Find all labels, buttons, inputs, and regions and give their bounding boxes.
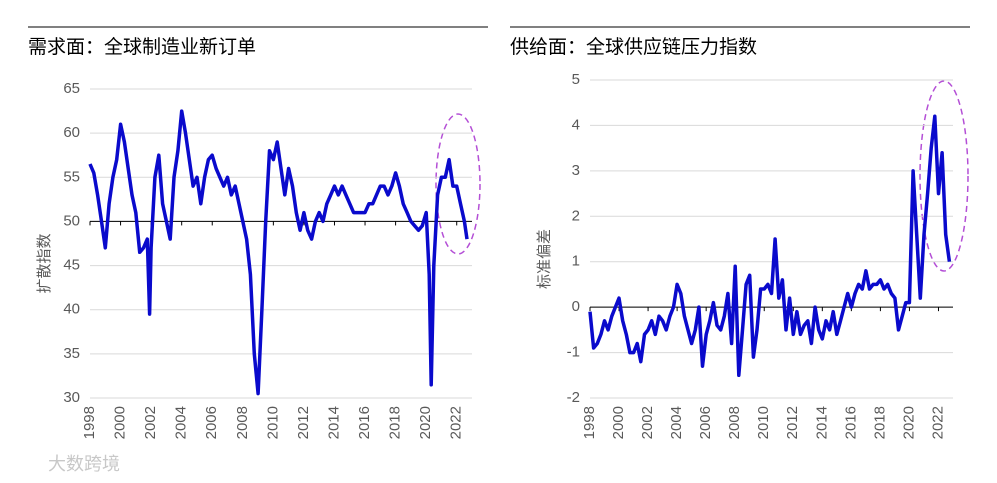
highlight-ellipse [435,113,481,255]
x-tick-label: 2014 [813,406,830,439]
x-tick-label: 2012 [295,406,312,439]
watermark: 大数跨境 [48,454,120,474]
x-tick-label: 2006 [697,406,714,439]
y-tick-label: -2 [567,389,580,406]
y-tick-label: 40 [63,301,80,318]
x-tick-label: 2012 [784,406,801,439]
x-tick-label: 2020 [417,406,434,439]
y-tick-label: 30 [63,389,80,406]
x-tick-label: 2000 [610,406,627,439]
x-tick-label: 2016 [842,406,859,439]
y-tick-label: 65 [63,80,80,97]
y-tick-label: 60 [63,124,80,141]
x-tick-label: 2010 [755,406,772,439]
y-tick-label: 55 [63,168,80,185]
y-axis-label: 标准偏差 [536,229,553,289]
y-tick-label: 4 [572,116,580,133]
x-tick-label: 2006 [203,406,220,439]
x-tick-label: 2010 [264,406,281,439]
y-tick-label: 3 [572,162,580,179]
chart-title: 需求面：全球制造业新订单 [28,36,256,58]
y-tick-label: 1 [572,253,580,270]
y-tick-label: 0 [572,298,580,315]
x-tick-label: 2018 [387,406,404,439]
y-tick-label: 2 [572,207,580,224]
x-tick-label: 2014 [325,406,342,439]
y-tick-label: 35 [63,345,80,362]
x-tick-label: 2018 [871,406,888,439]
data-line [588,114,952,378]
x-tick-label: 2022 [929,406,946,439]
x-tick-label: 2008 [726,406,743,439]
x-tick-label: 1998 [81,406,98,439]
highlight-ellipse [919,80,969,272]
x-tick-label: 2020 [900,406,917,439]
x-tick-label: 1998 [581,406,598,439]
chart-title: 供给面：全球供应链压力指数 [510,36,757,58]
y-tick-label: -1 [567,344,580,361]
x-tick-label: 2000 [112,406,129,439]
x-tick-label: 2004 [668,406,685,439]
data-line [88,109,469,396]
x-tick-label: 2008 [234,406,251,439]
y-tick-label: 45 [63,257,80,274]
x-tick-label: 2002 [142,406,159,439]
y-tick-label: 5 [572,71,580,88]
y-axis-label: 扩散指数 [36,233,53,293]
x-tick-label: 2002 [639,406,656,439]
x-tick-label: 2004 [173,406,190,439]
x-tick-label: 2022 [448,406,465,439]
x-tick-label: 2016 [356,406,373,439]
y-tick-label: 50 [63,212,80,229]
